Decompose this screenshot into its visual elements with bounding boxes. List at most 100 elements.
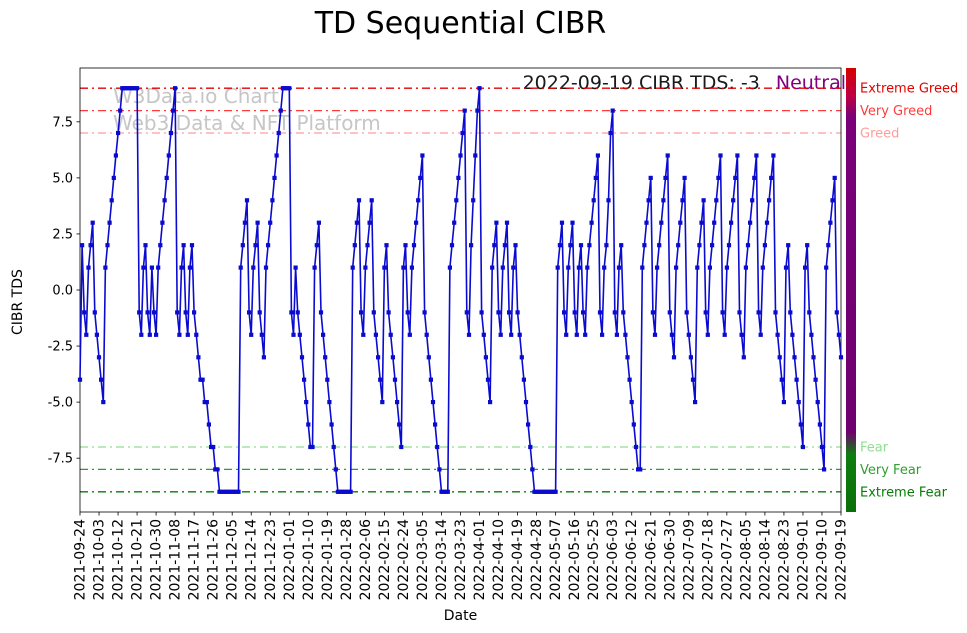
data-point (386, 310, 391, 315)
data-point (420, 153, 425, 158)
data-point (764, 220, 770, 225)
data-point (676, 243, 681, 248)
data-point (314, 243, 319, 248)
data-point (716, 175, 721, 180)
data-point (249, 332, 254, 337)
data-point (752, 175, 757, 180)
data-point (629, 400, 634, 405)
data-point (416, 198, 421, 203)
data-point (796, 400, 801, 405)
data-point (815, 400, 820, 405)
data-point (526, 422, 531, 427)
data-point (555, 265, 560, 270)
x-tick-label: 2022-08-23 (776, 519, 792, 600)
data-point (633, 444, 639, 450)
x-tick-label: 2021-10-21 (130, 519, 146, 600)
y-tick-label: 5.0 (52, 171, 73, 186)
data-point (204, 400, 209, 405)
data-point (325, 377, 330, 382)
data-point (236, 489, 241, 494)
data-point (667, 310, 672, 315)
x-tick-label: 2022-03-14 (434, 519, 450, 600)
data-point (655, 265, 660, 270)
data-point (185, 332, 190, 337)
data-point (352, 243, 357, 248)
data-point (739, 332, 744, 337)
data-point (414, 220, 419, 225)
x-tick-label: 2022-06-03 (605, 519, 621, 600)
data-point (638, 467, 643, 472)
data-point (507, 310, 512, 315)
data-point (173, 86, 178, 91)
latest-value-annotation: 2022-09-19 CIBR TDS: -3 Neutral (523, 72, 846, 94)
data-point (485, 377, 491, 382)
data-point (270, 198, 275, 203)
data-point (329, 422, 334, 427)
data-point (411, 243, 417, 248)
x-tick-label: 2021-12-23 (263, 519, 279, 600)
data-point (686, 332, 691, 337)
data-point (604, 243, 609, 248)
data-point (154, 332, 159, 337)
data-point (705, 332, 710, 337)
data-point (433, 422, 438, 427)
data-point (403, 243, 408, 248)
data-point (756, 310, 761, 315)
data-point (657, 243, 662, 248)
data-point (401, 265, 406, 270)
data-point (597, 310, 603, 315)
page-title: TD Sequential CIBR (314, 6, 607, 41)
data-point (585, 265, 590, 270)
data-point (164, 175, 169, 180)
data-point (92, 310, 97, 315)
data-point (409, 265, 414, 270)
data-point (274, 153, 279, 158)
data-point (498, 332, 503, 337)
data-point (788, 310, 793, 315)
x-tick-label: 2022-01-28 (339, 519, 355, 600)
data-point (120, 86, 125, 91)
data-point (348, 489, 353, 494)
data-point (162, 198, 167, 203)
data-point (737, 310, 742, 315)
data-point (608, 130, 613, 136)
data-point (473, 153, 478, 158)
zone-label-very-fear: Very Fear (860, 463, 922, 478)
data-point (794, 377, 799, 382)
data-point (733, 175, 738, 180)
data-point (382, 265, 387, 270)
data-point (760, 265, 765, 270)
data-point (703, 310, 708, 315)
x-tick-label: 2022-05-16 (567, 519, 583, 600)
data-point (471, 198, 476, 203)
data-point (111, 175, 116, 180)
data-point (710, 243, 715, 248)
data-point (77, 377, 83, 382)
data-point (187, 265, 192, 270)
data-point (175, 310, 180, 315)
data-point (490, 265, 495, 270)
data-point (297, 332, 302, 337)
x-tick-label: 2022-05-07 (548, 519, 564, 600)
data-point (365, 243, 370, 248)
data-point (803, 265, 808, 270)
y-tick-label: -5.0 (48, 396, 73, 411)
data-point (183, 310, 188, 315)
data-point (830, 198, 835, 203)
data-point (244, 198, 250, 203)
tds-markers (77, 86, 844, 494)
data-point (86, 265, 91, 270)
data-point (720, 310, 725, 315)
x-tick-label: 2022-04-19 (510, 519, 526, 600)
data-point (215, 467, 220, 472)
data-point (255, 220, 260, 225)
data-point (659, 220, 664, 225)
data-point (240, 243, 245, 248)
data-point (232, 489, 237, 494)
data-point (263, 265, 269, 270)
watermark-line2: Web3 Data & NFT Platform (113, 111, 381, 135)
data-point (513, 243, 518, 248)
tds-line (79, 87, 842, 493)
data-point (327, 400, 332, 405)
data-point (718, 153, 723, 158)
